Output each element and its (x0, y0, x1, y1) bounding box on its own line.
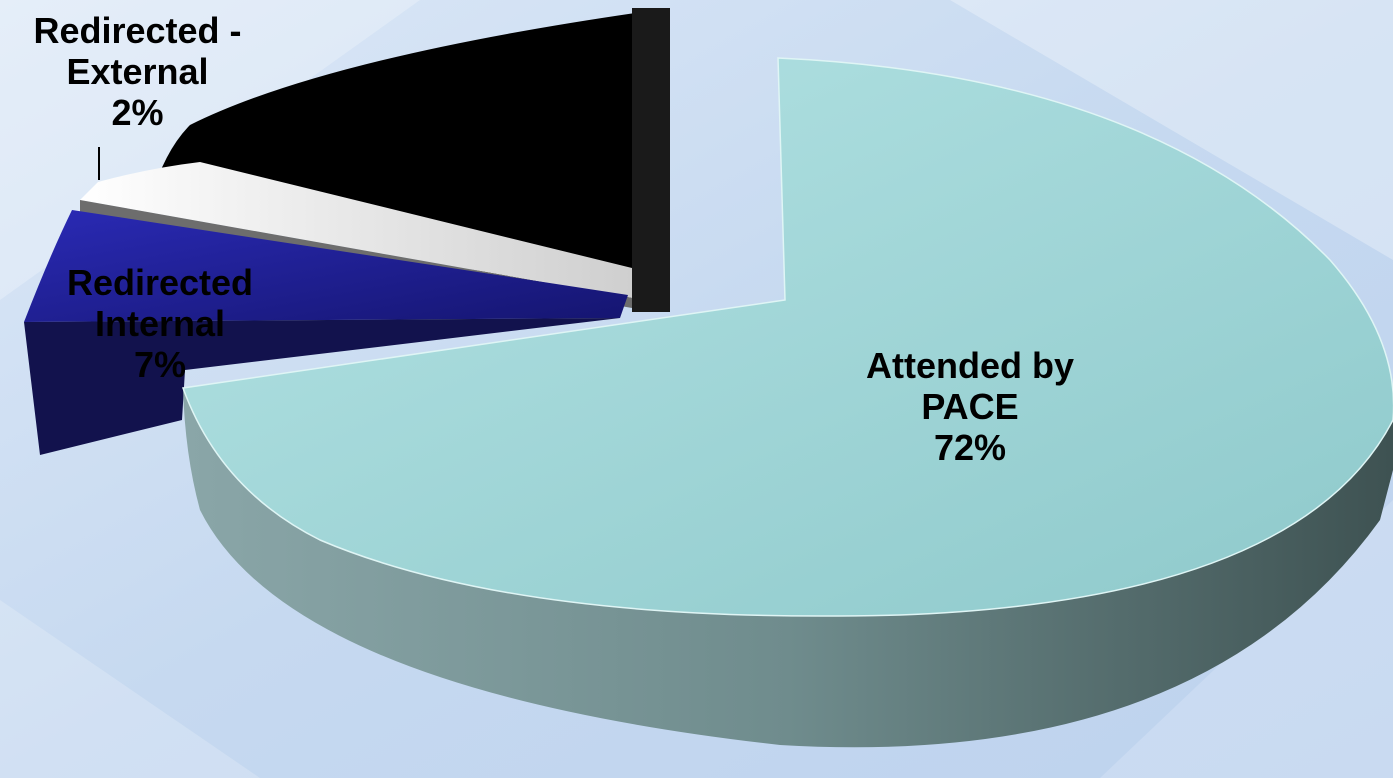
label-pace-line2: PACE (921, 386, 1019, 427)
label-int-line2: Internal (94, 303, 226, 344)
label-redirected-external: Redirected - External 2% (0, 10, 275, 133)
slice-not-attended-edge (632, 8, 670, 312)
label-int-line1: Redirected (66, 262, 254, 303)
label-not-attended: Not Attended 19% (372, 91, 636, 173)
label-not-attended-pct: 19% (467, 132, 541, 173)
label-ext-line1: Redirected - (33, 10, 242, 51)
label-pace-line1: Attended by (865, 345, 1074, 386)
label-ext-line2: External (66, 51, 209, 92)
label-int-pct: 7% (133, 344, 187, 385)
slice-attended-by-pace-side (183, 388, 1393, 748)
slice-redirected-external (80, 162, 632, 298)
slice-redirected-internal-side (24, 318, 620, 455)
label-not-attended-name: Not Attended (391, 91, 617, 132)
slice-not-attended-side (150, 8, 670, 312)
label-ext-pct: 2% (111, 92, 164, 133)
label-redirected-internal: Redirected Internal 7% (20, 262, 300, 385)
label-attended-by-pace: Attended by PACE 72% (830, 345, 1110, 468)
slice-redirected-internal (24, 210, 628, 322)
label-pace-pct: 72% (933, 427, 1007, 468)
slice-attended-by-pace (181, 57, 1393, 617)
